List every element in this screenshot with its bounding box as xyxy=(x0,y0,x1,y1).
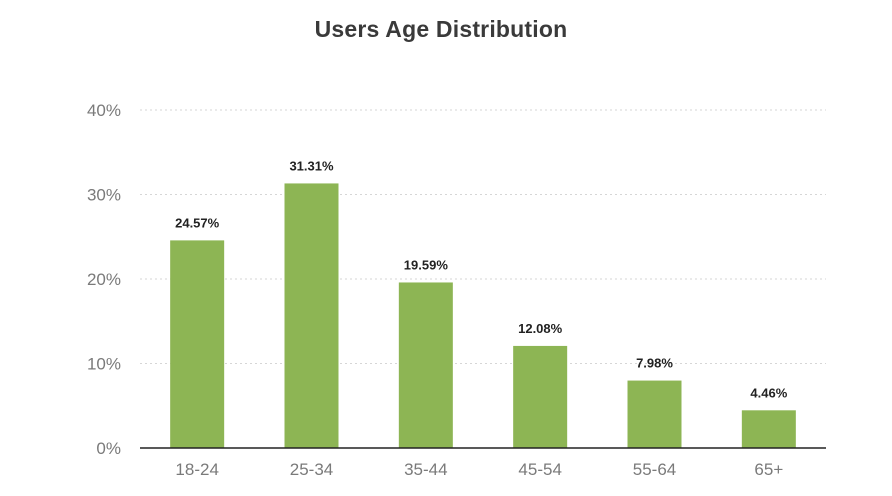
x-tick-label: 45-54 xyxy=(518,460,561,479)
x-tick-label: 25-34 xyxy=(290,460,333,479)
bar xyxy=(170,240,225,448)
gridlines xyxy=(140,109,826,364)
data-label: 24.57% xyxy=(175,215,220,230)
bar xyxy=(627,380,682,448)
bar xyxy=(741,410,796,448)
data-label: 4.46% xyxy=(750,385,787,400)
y-tick-label: 20% xyxy=(87,270,121,289)
bars xyxy=(170,183,796,449)
chart-title: Users Age Distribution xyxy=(314,16,568,42)
data-labels: 24.57% 31.31% 19.59% 12.08% 7.98% 4.46% xyxy=(175,158,788,400)
bar xyxy=(284,183,339,449)
y-tick-label: 0% xyxy=(96,439,121,458)
y-tick-label: 40% xyxy=(87,101,121,120)
x-tick-label: 18-24 xyxy=(175,460,218,479)
data-label: 7.98% xyxy=(636,356,673,371)
bar xyxy=(398,282,453,448)
x-tick-label: 35-44 xyxy=(404,460,447,479)
bar xyxy=(513,345,568,448)
y-tick-label: 30% xyxy=(87,186,121,205)
y-axis-ticks: 0% 10% 20% 30% 40% xyxy=(87,101,121,458)
y-tick-label: 10% xyxy=(87,355,121,374)
data-label: 31.31% xyxy=(289,158,334,173)
x-tick-label: 55-64 xyxy=(633,460,676,479)
x-axis-ticks: 18-24 25-34 35-44 45-54 55-64 65+ xyxy=(175,460,783,479)
data-label: 12.08% xyxy=(518,321,563,336)
x-tick-label: 65+ xyxy=(754,460,783,479)
data-label: 19.59% xyxy=(404,257,449,272)
